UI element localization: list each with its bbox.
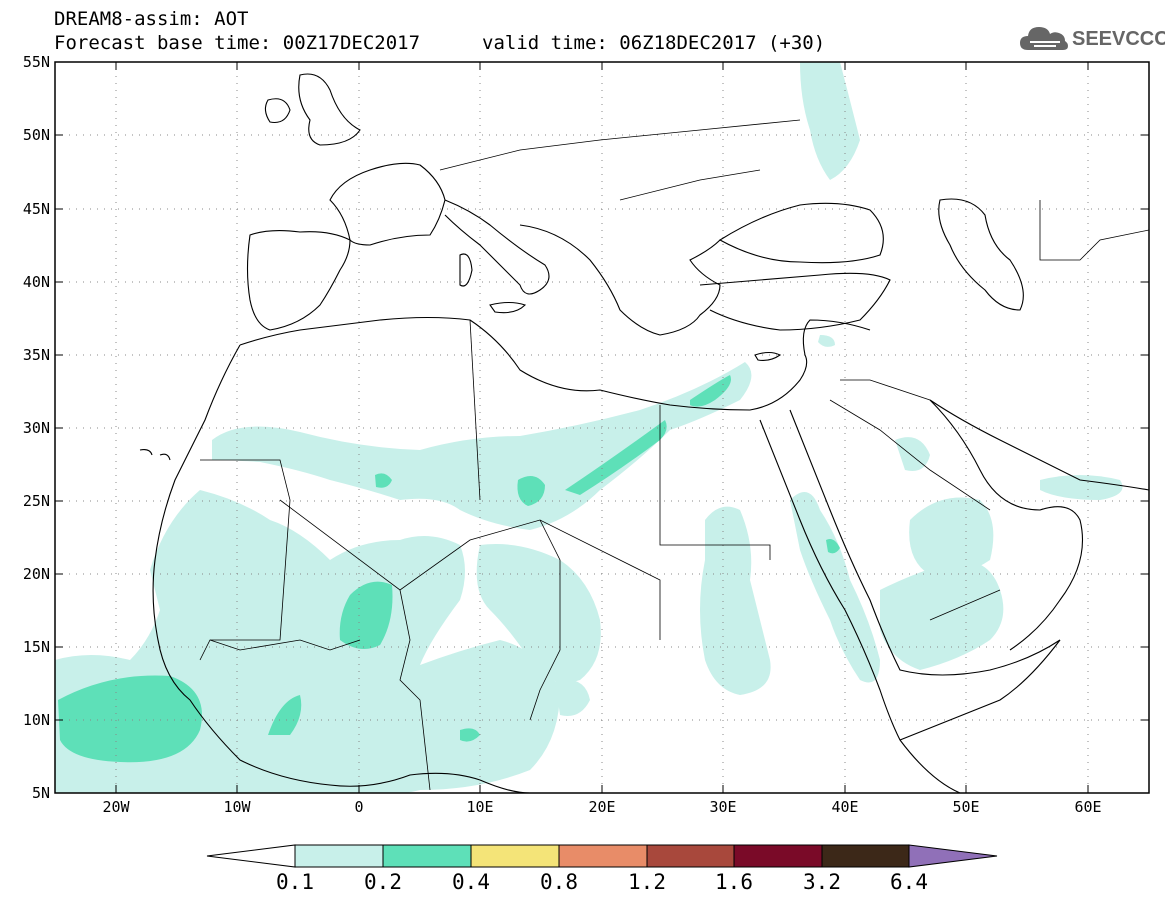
colorbar-swatch	[470, 844, 560, 868]
aot-core-libya	[565, 420, 667, 495]
coast-france	[329, 162, 446, 246]
aot-region-russia	[800, 62, 860, 180]
lat-label: 10N	[23, 711, 50, 729]
graticule	[55, 62, 1149, 793]
colorbar-label: 1.2	[628, 870, 666, 894]
coast-iberia	[246, 229, 351, 331]
coastlines	[139, 73, 1149, 793]
lat-label: 40N	[23, 273, 50, 291]
coast-canary	[139, 449, 171, 461]
lon-label: 10E	[466, 798, 493, 816]
lon-label: 0	[354, 798, 363, 816]
aot-region-sahara-belt	[212, 362, 752, 530]
coast-sicily	[489, 301, 527, 314]
colorbar-label: 3.2	[803, 870, 841, 894]
coast-red-sea	[759, 419, 961, 793]
colorbar-swatch	[821, 844, 910, 868]
lat-label: 55N	[23, 53, 50, 71]
logo-text: SEEVCCC	[1072, 28, 1165, 50]
latitude-labels: 55N 50N 45N 40N 35N 30N 25N 20N 15N 10N …	[23, 53, 50, 802]
coast-italy	[444, 199, 550, 295]
aot-core-cameroon	[460, 728, 480, 742]
valid-time: valid time: 06Z18DEC2017 (+30)	[482, 32, 826, 54]
aot-core-nigeria	[268, 695, 302, 735]
coast-gulf	[929, 399, 1083, 651]
base-time: Forecast base time: 00Z17DEC2017	[54, 32, 421, 54]
colorbar-swatch	[646, 844, 735, 868]
lat-label: 50N	[23, 126, 50, 144]
coast-sardinia	[459, 253, 473, 287]
seevccc-logo: SEEVCCC	[1018, 22, 1165, 56]
coast-ireland	[264, 98, 291, 124]
aot-region-levant	[818, 335, 835, 347]
colorbar-label: 6.4	[890, 870, 928, 894]
aot-region-gulf-east	[1040, 475, 1123, 500]
longitude-labels: 20W 10W 0 10E 20E 30E 40E 50E 60E	[102, 798, 1101, 816]
coast-cyprus	[754, 351, 782, 361]
lon-label: 60E	[1074, 798, 1101, 816]
lat-label: 20N	[23, 565, 50, 583]
coast-west-africa	[152, 344, 531, 793]
coast-black-sea	[718, 202, 884, 264]
colorbar-label: 0.2	[364, 870, 402, 894]
colorbar-swatch	[382, 844, 472, 868]
lat-label: 45N	[23, 200, 50, 218]
aot-core-red-sea	[826, 539, 840, 554]
colorbar-label: 0.8	[540, 870, 578, 894]
coast-britain	[298, 73, 361, 146]
lon-label: 20E	[588, 798, 615, 816]
aot-level-0.2	[58, 375, 840, 763]
lon-label: 10W	[223, 798, 251, 816]
colorbar-low-arrow	[206, 844, 296, 868]
colorbar-swatch	[558, 844, 648, 868]
coast-turkey	[699, 272, 891, 331]
coast-iran	[929, 399, 1149, 491]
lat-label: 30N	[23, 419, 50, 437]
colorbar-label: 0.4	[452, 870, 490, 894]
colorbar-high-arrow	[908, 844, 998, 868]
cloud-icon	[1020, 27, 1068, 50]
map-title: DREAM8-assim: AOT	[54, 8, 249, 30]
coast-levant	[802, 319, 871, 356]
aot-core-niger	[517, 476, 545, 506]
lat-label: 15N	[23, 638, 50, 656]
aot-region-sudan	[700, 506, 771, 695]
aot-core-mali	[339, 581, 393, 649]
colorbar	[206, 844, 998, 868]
aot-core-guinea	[58, 675, 202, 763]
lon-label: 20W	[102, 798, 130, 816]
aot-core-egypt	[690, 375, 731, 407]
coast-somalia	[899, 639, 1061, 741]
aot-region-south-chad	[555, 679, 590, 716]
lat-label: 5N	[32, 784, 50, 802]
borders	[199, 119, 1149, 791]
coast-caspian	[938, 198, 1024, 311]
lat-label: 35N	[23, 346, 50, 364]
lon-label: 30E	[709, 798, 736, 816]
colorbar-label: 0.1	[276, 870, 314, 894]
coast-north-africa	[239, 316, 808, 411]
colorbar-swatch	[294, 844, 384, 868]
lon-label: 50E	[952, 798, 979, 816]
aot-region-libya-south	[560, 600, 600, 665]
lat-label: 25N	[23, 492, 50, 510]
coast-balkans	[519, 224, 721, 336]
colorbar-label: 1.6	[715, 870, 753, 894]
forecast-times: Forecast base time: 00Z17DEC2017 valid ti…	[54, 32, 825, 54]
axis-ticks	[55, 61, 1149, 794]
aot-region-arabia-north	[909, 497, 994, 576]
lon-label: 40E	[831, 798, 858, 816]
coast-red-sea-east	[789, 409, 1061, 676]
aot-core-mauritania	[375, 473, 392, 488]
colorbar-swatch	[733, 844, 823, 868]
